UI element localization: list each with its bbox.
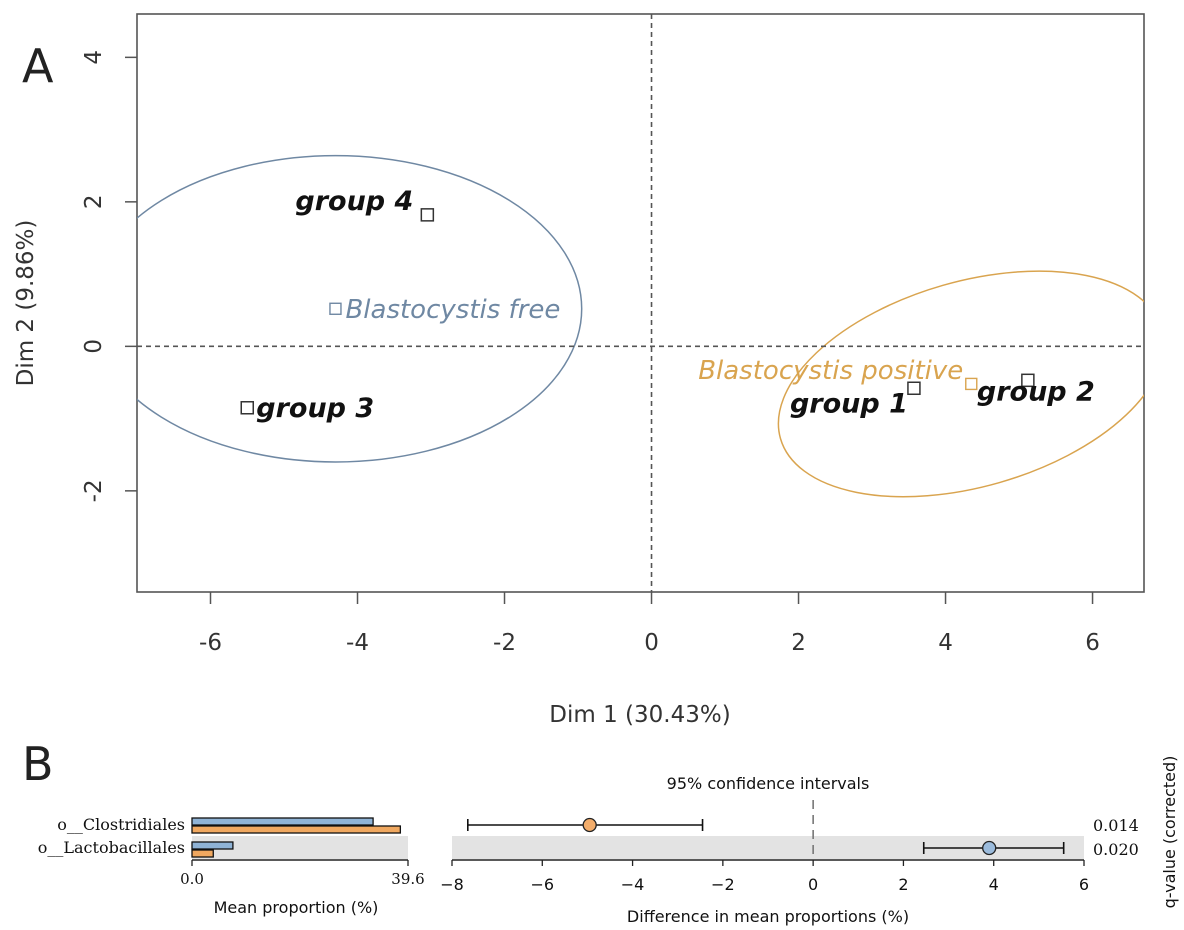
bar-lactobacillales-orange <box>191 849 214 858</box>
y-tick-label: 0 <box>81 339 107 354</box>
x-tick-label: 0 <box>644 630 659 656</box>
centroid-marker <box>965 377 978 391</box>
ci-x-tick-label: −4 <box>621 875 645 894</box>
x-tick-label: -6 <box>199 630 222 656</box>
point-label-group-3: group 3 <box>256 393 374 424</box>
category-label-lactobacillales: o__Lactobacillales <box>38 838 185 857</box>
point-group-4 <box>420 208 435 222</box>
panel-b-letter: B <box>22 737 54 791</box>
q-value-lactobacillales: 0.020 <box>1093 840 1139 859</box>
ci-x-tick-label: 4 <box>989 875 999 894</box>
bar-clostridiales-blue <box>191 817 374 826</box>
ci-x-axis-title: Difference in mean proportions (%) <box>627 907 909 926</box>
lactobacillales-row-shade <box>192 836 408 859</box>
pca-plot-frame <box>136 13 1145 593</box>
confidence-ellipse-blastocystis-positive <box>777 270 1144 498</box>
point-group-1 <box>907 381 921 396</box>
point-label-group-2: group 2 <box>977 376 1095 407</box>
y-tick-label: -2 <box>81 479 107 502</box>
pca-y-axis-title: Dim 2 (9.86%) <box>13 220 39 387</box>
q-value-clostridiales: 0.014 <box>1093 816 1139 835</box>
bar-clostridiales-orange <box>191 825 402 834</box>
x-tick-label: -2 <box>493 630 516 656</box>
bar-x-tick-label: 0.0 <box>180 870 204 888</box>
ci-x-tick-label: 2 <box>898 875 908 894</box>
ci-x-tick-label: −2 <box>711 875 735 894</box>
x-tick-label: 6 <box>1085 630 1100 656</box>
category-label-clostridiales: o__Clostridiales <box>57 815 185 834</box>
confidence-interval-chart: −8 −6 −4 −2 0 2 4 6 95% confidence intervals Di… <box>440 756 1179 926</box>
point-label-group-1: group 1 <box>790 388 908 419</box>
ci-estimate-clostridiales <box>582 817 597 833</box>
ci-x-tick-label: 0 <box>808 875 818 894</box>
x-tick-label: -4 <box>346 630 369 656</box>
ci-estimate-lactobacillales <box>982 840 997 856</box>
panel-a-letter: A <box>22 39 54 93</box>
confidence-ellipse-blastocystis-free <box>137 154 583 463</box>
bar-x-axis-title: Mean proportion (%) <box>214 898 379 917</box>
y-tick-label: 2 <box>81 195 107 210</box>
point-group-3 <box>240 401 255 415</box>
pca-plot: -6 -4 -2 0 2 4 6 -2 0 2 4 Blastocystis free Blasto… <box>13 13 1145 728</box>
ellipse-label-blastocystis-positive: Blastocystis positive <box>698 356 963 386</box>
y-tick-label: 4 <box>81 50 107 65</box>
ci-x-tick-label: −6 <box>530 875 554 894</box>
mean-proportion-bar-chart: 0.0 39.6 o__Clostridiales o__Lactobacilla… <box>38 815 425 917</box>
pca-x-axis-title: Dim 1 (30.43%) <box>549 702 730 728</box>
q-value-axis-title: q-value (corrected) <box>1160 756 1179 909</box>
ellipse-label-blastocystis-free: Blastocystis free <box>345 295 560 325</box>
bar-lactobacillales-blue <box>191 841 234 850</box>
ci-x-tick-label: −8 <box>440 875 464 894</box>
x-tick-label: 2 <box>791 630 806 656</box>
lactobacillales-ci-row-shade <box>452 836 1084 859</box>
x-tick-label: 4 <box>938 630 953 656</box>
ci-x-tick-label: 6 <box>1079 875 1089 894</box>
point-group-2 <box>1021 373 1035 388</box>
centroid-marker <box>329 302 342 315</box>
bar-x-tick-label: 39.6 <box>391 870 424 888</box>
ci-title: 95% confidence intervals <box>667 774 870 793</box>
point-label-group-4: group 4 <box>295 186 413 217</box>
